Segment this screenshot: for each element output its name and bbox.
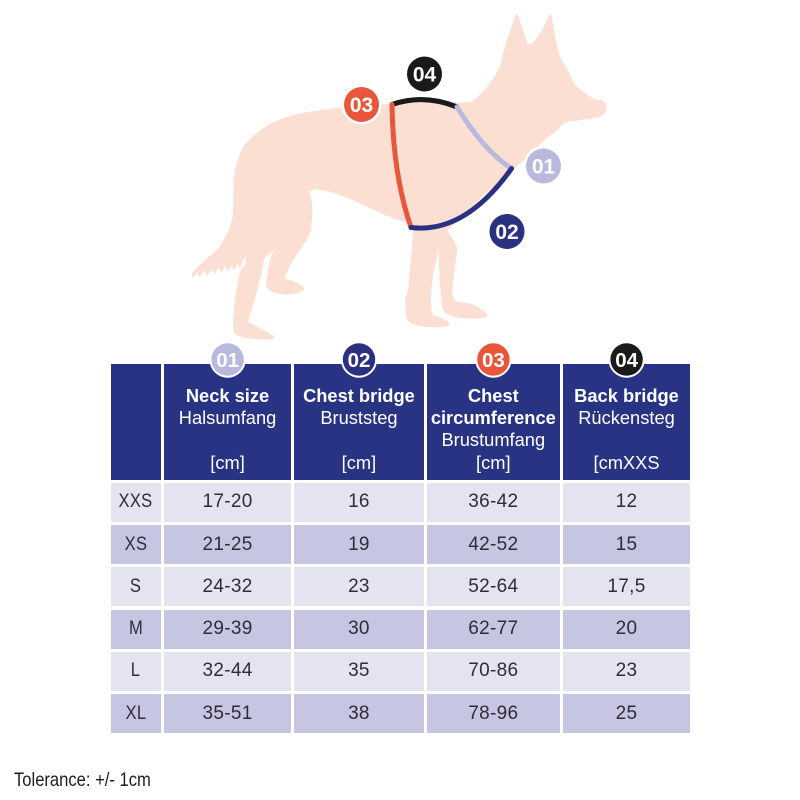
- svg-text:02: 02: [495, 221, 518, 244]
- svg-text:03: 03: [482, 349, 505, 372]
- svg-text:03: 03: [350, 94, 373, 117]
- svg-text:04: 04: [413, 64, 437, 87]
- svg-text:01: 01: [216, 349, 239, 372]
- svg-text:01: 01: [532, 156, 556, 179]
- svg-text:02: 02: [348, 349, 371, 372]
- svg-text:04: 04: [615, 349, 638, 372]
